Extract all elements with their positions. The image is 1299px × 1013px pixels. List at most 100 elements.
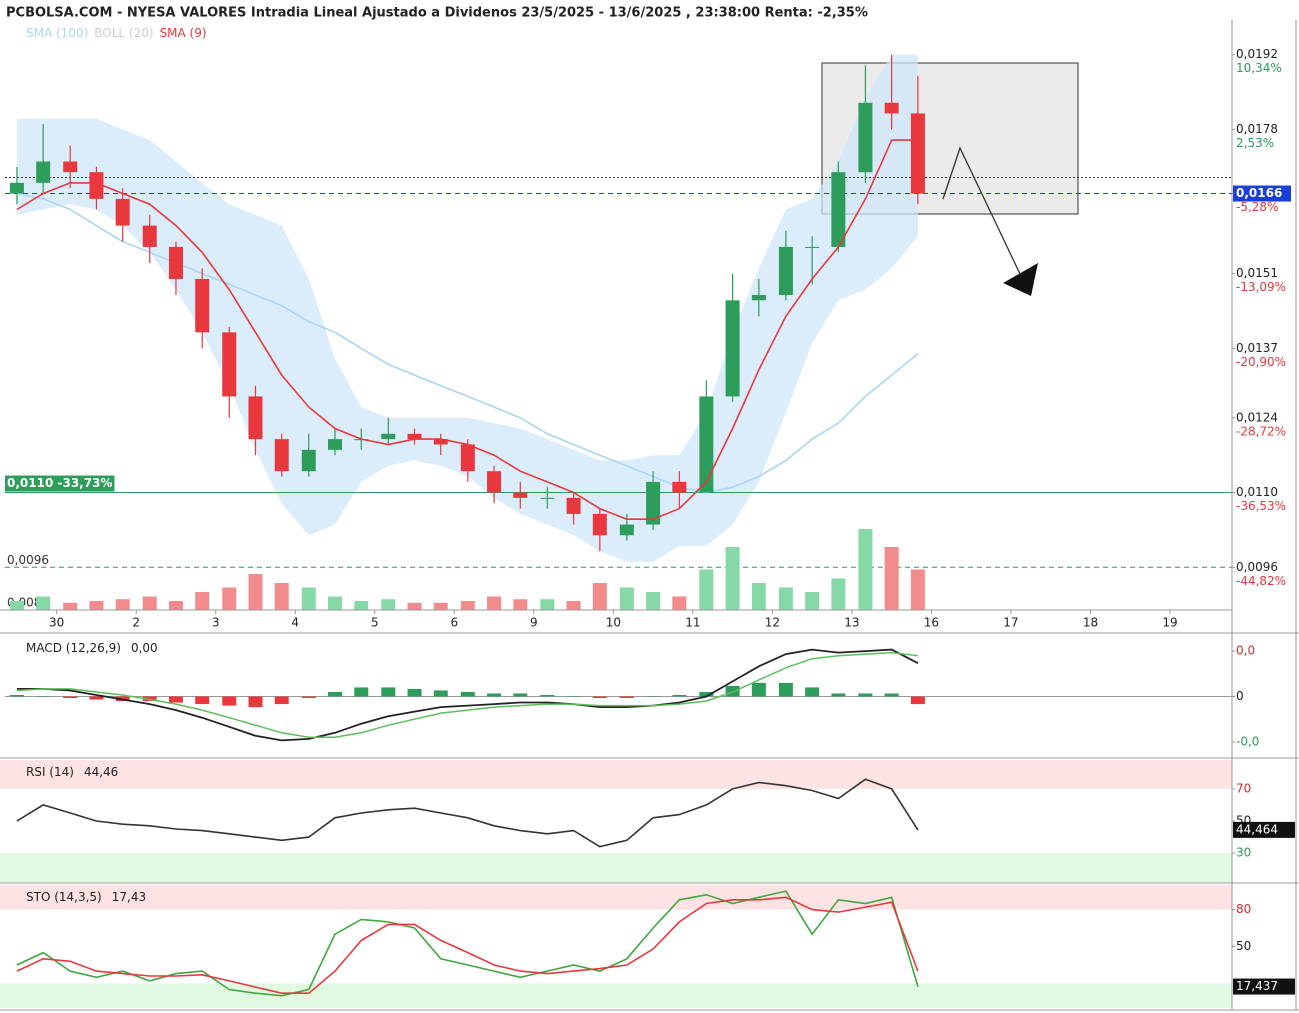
volume-bar — [592, 583, 607, 610]
arrow-head — [1003, 263, 1038, 296]
histogram-bar — [805, 687, 820, 697]
level-label-box — [5, 475, 115, 492]
x-tick-label: 6 — [450, 616, 458, 630]
candle-body — [142, 225, 157, 247]
y-tick-label: 0,0192 — [1236, 47, 1278, 61]
candle-body — [566, 497, 581, 514]
y-tick-change: -28,72% — [1236, 424, 1286, 438]
volume-bar — [646, 592, 661, 610]
volume-bar — [805, 592, 820, 610]
volume-bar — [115, 599, 130, 610]
y-tick-label: 30 — [1236, 846, 1251, 860]
indicator-line — [16, 778, 919, 848]
x-tick-label: 9 — [530, 616, 538, 630]
indicator-name: STO (14,3,5) — [26, 890, 102, 904]
volume-bar — [858, 529, 873, 610]
indicator-name: RSI (14) — [26, 765, 74, 779]
y-tick-label: 0,0 — [1236, 644, 1255, 658]
histogram-bar — [195, 696, 210, 705]
histogram-bar — [89, 696, 104, 700]
volume-bar — [910, 569, 925, 610]
candle-body — [487, 471, 502, 493]
candle-body — [248, 396, 263, 440]
y-tick-change: -13,09% — [1236, 280, 1286, 294]
volume-bar — [248, 574, 263, 610]
candle-body — [646, 481, 661, 525]
last-value-box — [1233, 978, 1295, 995]
volume-bar — [36, 596, 51, 610]
drawn-arrow — [942, 146, 1038, 296]
y-tick-label: 0,0124 — [1236, 410, 1278, 424]
candle-body — [460, 444, 475, 472]
candle-body — [592, 513, 607, 536]
x-tick-label: 4 — [291, 616, 299, 630]
volume-bar — [274, 583, 289, 610]
x-tick-label: 5 — [371, 616, 379, 630]
histogram-bar — [168, 696, 183, 703]
volume-bar — [884, 547, 899, 610]
chart-title: PCBOLSA.COM - NYESA VALORES Intradia Lin… — [6, 6, 868, 21]
y-tick-label: 0,0166 — [1236, 186, 1282, 200]
histogram-bar — [222, 696, 237, 706]
zone — [0, 885, 1232, 910]
price-box — [1233, 185, 1291, 202]
indicator-name: MACD (12,26,9) — [26, 641, 121, 655]
indicator-value: 44,46 — [84, 765, 118, 779]
volume-bar — [142, 596, 157, 610]
legend-entry: BOLL (20) — [94, 26, 153, 40]
candle-body — [36, 161, 51, 183]
y-tick-label: -0,0 — [1236, 734, 1259, 748]
volume-bar — [778, 587, 793, 610]
volume-bar — [460, 601, 475, 610]
volume-bar — [540, 599, 555, 610]
volume-bar — [751, 583, 766, 610]
histogram-bar — [831, 693, 846, 697]
indicator-line — [16, 896, 919, 994]
candle-body — [805, 246, 820, 248]
histogram-bar — [487, 693, 502, 697]
volume-bar — [328, 596, 343, 610]
y-tick-label: 50 — [1236, 939, 1251, 953]
volume-bar — [487, 596, 502, 610]
zone — [0, 853, 1232, 882]
y-tick-label: 0,0178 — [1236, 122, 1278, 136]
histogram-bar — [381, 687, 396, 697]
level-label: 0,0096 — [7, 553, 49, 567]
bollinger-band — [16, 54, 918, 562]
x-tick-label: 17 — [1003, 616, 1018, 630]
histogram-bar — [751, 682, 766, 697]
volume-bar — [354, 601, 369, 610]
y-tick-label: 80 — [1236, 902, 1251, 916]
volume-bar — [513, 599, 528, 610]
histogram-bar — [884, 693, 899, 697]
candle-body — [328, 439, 343, 450]
histogram-bar — [592, 696, 607, 699]
last-value-label: 17,437 — [1236, 979, 1278, 993]
x-tick-label: 13 — [844, 616, 859, 630]
volume-bar — [89, 601, 104, 610]
legend-entry: SMA (9) — [160, 26, 207, 40]
sma-line — [16, 192, 919, 494]
volume-bar — [407, 602, 422, 610]
volume-bar — [195, 592, 210, 610]
volume-bar — [672, 596, 687, 610]
legend: SMA (100) BOLL (20) SMA (9) — [26, 26, 207, 40]
volume-bar — [168, 601, 183, 610]
y-tick-label: 0,0137 — [1236, 341, 1278, 355]
last-value-box — [1233, 821, 1295, 838]
histogram-bar — [407, 688, 422, 697]
macd-line — [16, 651, 918, 739]
y-tick-label: 0 — [1236, 689, 1244, 703]
volume-bar — [831, 578, 846, 610]
x-tick-label: 2 — [132, 616, 140, 630]
x-tick-label: 30 — [49, 616, 64, 630]
x-tick-label: 12 — [765, 616, 780, 630]
candle-body — [9, 182, 24, 194]
candle-body — [910, 113, 925, 194]
histogram-bar — [646, 696, 661, 697]
candle-body — [301, 449, 316, 472]
candle-body — [195, 278, 210, 333]
candle-body — [381, 433, 396, 440]
histogram-bar — [354, 687, 369, 697]
